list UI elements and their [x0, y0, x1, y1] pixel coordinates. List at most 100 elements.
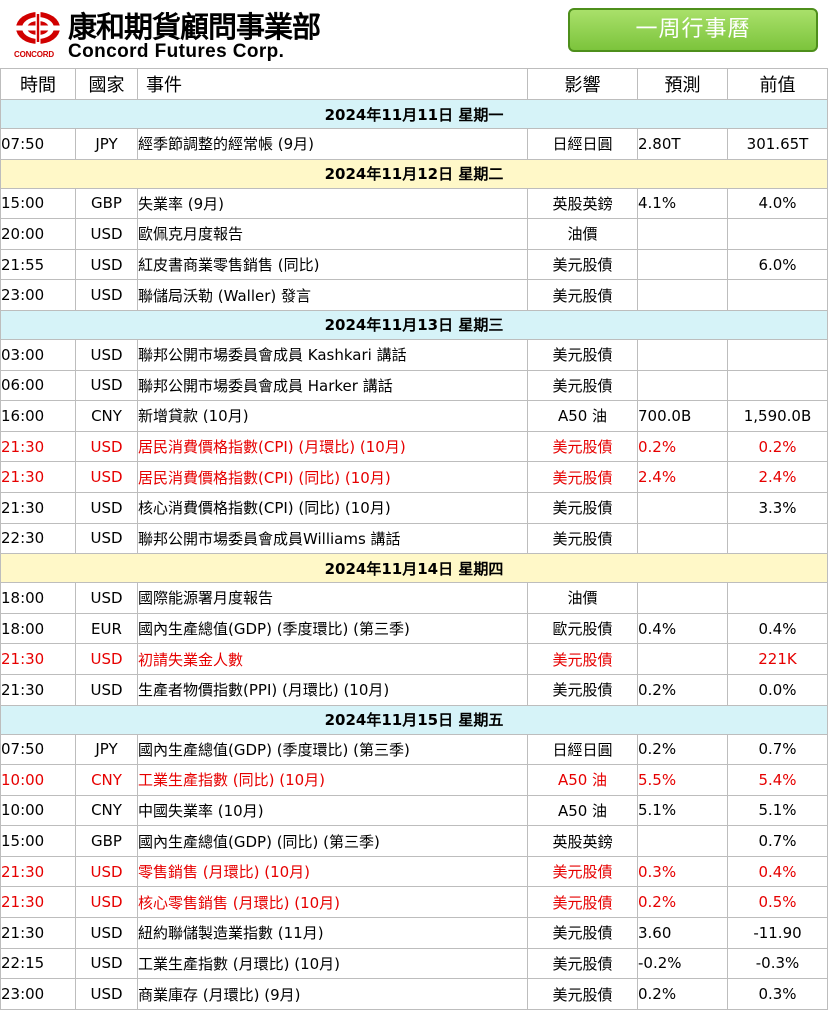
event-country: GBP	[75, 187, 138, 220]
event-forecast	[637, 491, 728, 524]
event-previous: 5.4%	[727, 764, 828, 796]
header-country: 國家	[75, 68, 138, 100]
header-time: 時間	[0, 68, 76, 100]
date-label: 2024年11月12日 星期二	[0, 158, 828, 189]
event-time: 10:00	[0, 764, 76, 796]
event-time: 07:50	[0, 128, 76, 160]
event-forecast	[637, 338, 728, 371]
event-previous: 0.4%	[727, 855, 828, 888]
event-name: 紅皮書商業零售銷售 (同比)	[137, 248, 528, 281]
table-row: 21:30 USD 生產者物價指數(PPI) (月環比) (10月) 美元股債 0.2%…	[0, 673, 828, 706]
event-time: 15:00	[0, 825, 76, 857]
event-impact: 美元股債	[527, 430, 638, 463]
event-forecast	[637, 582, 728, 614]
event-impact: 英股英鎊	[527, 825, 638, 857]
event-impact: A50 油	[527, 764, 638, 796]
event-impact: 歐元股債	[527, 612, 638, 645]
event-forecast: 5.5%	[637, 764, 728, 796]
header-forecast: 預測	[637, 68, 728, 100]
logo-chinese-name: 康和期貨顧問事業部	[68, 10, 321, 44]
event-forecast	[637, 279, 728, 311]
table-row: 20:00 USD 歐佩克月度報告 油價	[0, 218, 828, 250]
event-country: USD	[75, 491, 138, 524]
event-impact: 美元股債	[527, 855, 638, 888]
event-forecast	[637, 825, 728, 857]
event-country: USD	[75, 978, 138, 1010]
event-previous: 301.65T	[727, 128, 828, 160]
event-name: 紐約聯儲製造業指數 (11月)	[137, 917, 528, 949]
event-name: 聯儲局沃勒 (Waller) 發言	[137, 279, 528, 311]
event-impact: 美元股債	[527, 491, 638, 524]
weekly-calendar-button[interactable]: 一周行事曆	[568, 8, 818, 52]
event-forecast	[637, 248, 728, 281]
event-impact: 日經日圓	[527, 733, 638, 766]
event-country: USD	[75, 338, 138, 371]
event-time: 21:30	[0, 673, 76, 706]
event-time: 18:00	[0, 612, 76, 645]
event-impact: 美元股債	[527, 248, 638, 281]
event-time: 03:00	[0, 338, 76, 371]
table-row: 21:30 USD 紐約聯儲製造業指數 (11月) 美元股債 3.60 -11.90	[0, 917, 828, 949]
economic-calendar-table: 時間 國家 事件 影響 預測 前值 2024年11月11日 星期一 07:50 JP…	[0, 68, 828, 1010]
event-time: 21:30	[0, 886, 76, 919]
event-name: 中國失業率 (10月)	[137, 794, 528, 827]
event-country: USD	[75, 369, 138, 402]
event-time: 15:00	[0, 187, 76, 220]
event-impact: 日經日圓	[527, 128, 638, 160]
table-row: 18:00 USD 國際能源署月度報告 油價	[0, 582, 828, 614]
event-forecast: 2.4%	[637, 461, 728, 493]
event-country: CNY	[75, 794, 138, 827]
page-header: CONCORD 康和期貨顧問事業部 Concord Futures Corp. …	[0, 0, 828, 66]
event-time: 07:50	[0, 733, 76, 766]
event-time: 21:30	[0, 461, 76, 493]
event-country: USD	[75, 218, 138, 250]
event-forecast: 4.1%	[637, 187, 728, 220]
event-country: EUR	[75, 612, 138, 645]
table-row: 23:00 USD 聯儲局沃勒 (Waller) 發言 美元股債	[0, 279, 828, 311]
event-forecast: 0.4%	[637, 612, 728, 645]
event-name: 聯邦公開市場委員會成員Williams 講話	[137, 522, 528, 555]
event-forecast: 3.60	[637, 917, 728, 949]
concord-logo-icon	[16, 12, 60, 44]
event-country: GBP	[75, 825, 138, 857]
event-country: USD	[75, 947, 138, 980]
event-previous: 221K	[727, 643, 828, 675]
event-country: USD	[75, 248, 138, 281]
event-forecast	[637, 522, 728, 555]
event-forecast: 0.2%	[637, 886, 728, 919]
event-time: 23:00	[0, 279, 76, 311]
table-row: 07:50 JPY 經季節調整的經常帳 (9月) 日經日圓 2.80T 301.65T	[0, 128, 828, 160]
event-previous	[727, 218, 828, 250]
date-header-row: 2024年11月15日 星期五	[0, 704, 828, 735]
event-forecast	[637, 369, 728, 402]
event-previous: 0.7%	[727, 825, 828, 857]
event-name: 商業庫存 (月環比) (9月)	[137, 978, 528, 1010]
event-name: 核心消費價格指數(CPI) (同比) (10月)	[137, 491, 528, 524]
event-previous	[727, 369, 828, 402]
event-country: USD	[75, 430, 138, 463]
event-time: 22:15	[0, 947, 76, 980]
event-country: USD	[75, 673, 138, 706]
event-impact: 美元股債	[527, 643, 638, 675]
event-time: 16:00	[0, 400, 76, 432]
event-time: 23:00	[0, 978, 76, 1010]
logo-small-text: CONCORD	[14, 50, 54, 59]
event-name: 工業生產指數 (同比) (10月)	[137, 764, 528, 796]
event-forecast: 5.1%	[637, 794, 728, 827]
event-forecast: 0.2%	[637, 978, 728, 1010]
event-name: 核心零售銷售 (月環比) (10月)	[137, 886, 528, 919]
event-time: 21:30	[0, 491, 76, 524]
event-time: 21:30	[0, 643, 76, 675]
company-logo: CONCORD 康和期貨顧問事業部 Concord Futures Corp.	[14, 10, 344, 62]
event-name: 工業生產指數 (月環比) (10月)	[137, 947, 528, 980]
event-name: 聯邦公開市場委員會成員 Harker 講話	[137, 369, 528, 402]
date-header-row: 2024年11月13日 星期三	[0, 309, 828, 340]
date-label: 2024年11月15日 星期五	[0, 704, 828, 735]
event-forecast: 0.2%	[637, 430, 728, 463]
table-row: 07:50 JPY 國內生產總值(GDP) (季度環比) (第三季) 日經日圓 0.2%…	[0, 733, 828, 766]
event-country: USD	[75, 522, 138, 555]
date-label: 2024年11月11日 星期一	[0, 99, 828, 129]
event-previous: 0.4%	[727, 612, 828, 645]
event-name: 國際能源署月度報告	[137, 582, 528, 614]
date-header-row: 2024年11月12日 星期二	[0, 158, 828, 189]
